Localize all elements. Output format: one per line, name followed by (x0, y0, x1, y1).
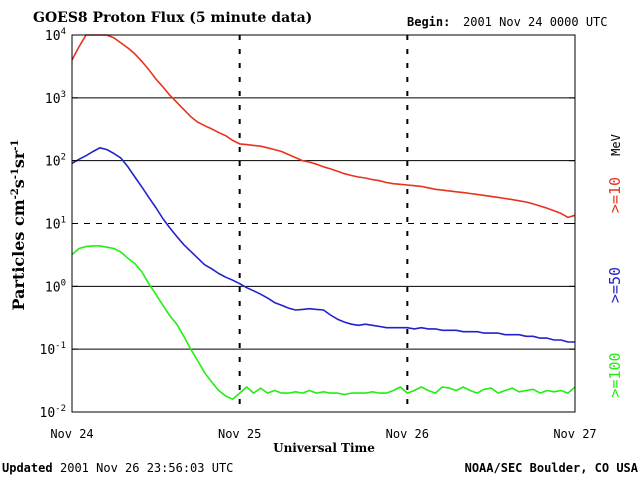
y-axis-title: Particles cm-2s-1sr-1 (9, 140, 28, 311)
series-line-1 (71, 147, 575, 343)
legend-item-ge100: >=100 (606, 352, 624, 397)
y-tick-label-6: 10-2 (40, 404, 67, 421)
x-tick-label-0: Nov 24 (50, 427, 93, 441)
legend-unit-text: MeV (609, 134, 623, 156)
y-axis-title-mid2: sr (9, 150, 28, 168)
y-tick-label-1: 103 (45, 90, 66, 107)
legend-label-ge10: >=10 (606, 177, 624, 213)
legend-item-ge50: >=50 (606, 267, 624, 303)
begin-label: Begin: (407, 15, 450, 29)
legend-label-ge50: >=50 (606, 267, 624, 303)
y-axis-title-exp1: -2 (10, 188, 21, 199)
y-tick-label-2: 102 (45, 153, 66, 170)
x-axis-title: Universal Time (273, 441, 375, 455)
y-axis-title-text: Particles cm-2s-1sr-1 (9, 140, 28, 311)
x-tick-label-2: Nov 26 (386, 427, 429, 441)
legend-item-ge10: >=10 (606, 177, 624, 213)
y-tick-labels: 104 103 102 101 100 10-1 10-2 (40, 27, 575, 421)
y-axis-title-mid1: s (9, 179, 28, 188)
y-axis-title-exp3: -1 (10, 140, 21, 151)
series-line-0 (71, 34, 576, 219)
x-tick-labels: Nov 24 Nov 25 Nov 26 Nov 27 (50, 427, 596, 441)
legend-label-ge100: >=100 (606, 352, 624, 397)
series-layer (71, 34, 576, 400)
footer-updated-label: Updated (2, 461, 53, 475)
footer-source: NOAA/SEC Boulder, CO USA (465, 461, 639, 475)
y-axis-title-exp2: -1 (10, 168, 21, 179)
y-tick-label-5: 10-1 (40, 341, 67, 358)
series-line-2 (71, 245, 576, 400)
grid-layer (72, 35, 575, 412)
chart-title: GOES8 Proton Flux (5 minute data) (33, 10, 312, 26)
x-tick-label-3: Nov 27 (553, 427, 596, 441)
legend-unit: MeV (609, 134, 623, 156)
y-axis-title-prefix: Particles cm (9, 199, 28, 310)
x-tick-label-1: Nov 25 (218, 427, 261, 441)
y-tick-label-3: 101 (45, 216, 66, 233)
y-tick-label-0: 104 (45, 27, 66, 44)
footer-updated-value: 2001 Nov 26 23:56:03 UTC (60, 461, 233, 475)
y-tick-label-4: 100 (45, 278, 66, 295)
begin-value: 2001 Nov 24 0000 UTC (463, 15, 608, 29)
